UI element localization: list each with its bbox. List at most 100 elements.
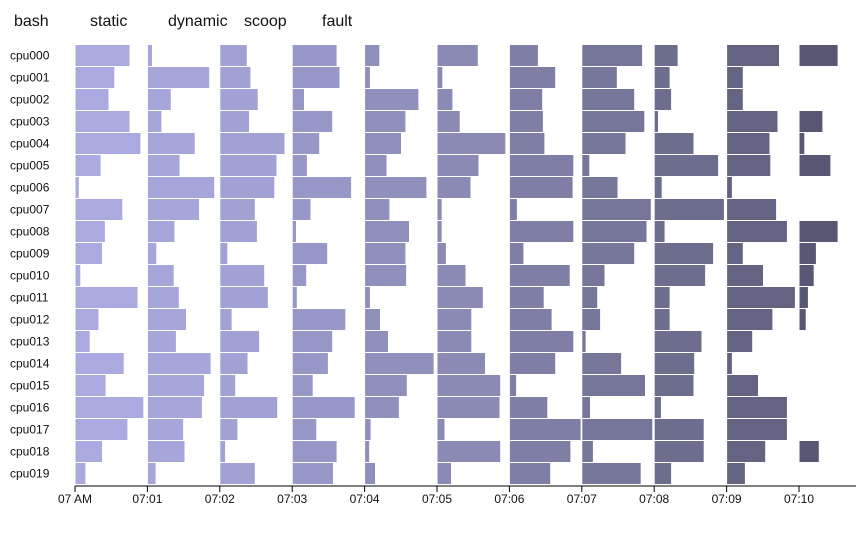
bar-cpu015-slot8 — [654, 375, 694, 396]
bar-cpu002-slot4 — [365, 89, 419, 110]
bar-cpu011-slot4 — [365, 287, 370, 308]
bar-cpu004-slot5 — [437, 133, 506, 154]
bar-cpu012-slot9 — [727, 309, 773, 330]
bar-cpu011-slot9 — [727, 287, 795, 308]
bar-cpu003-slot5 — [437, 111, 460, 132]
bar-cpu001-slot7 — [582, 67, 617, 88]
bar-cpu000-slot7 — [582, 45, 643, 66]
bar-cpu004-slot3 — [292, 133, 320, 154]
bar-cpu008-slot5 — [437, 221, 442, 242]
cpu-label-cpu015: cpu015 — [10, 379, 50, 393]
bar-cpu013-slot5 — [437, 331, 472, 352]
bar-cpu005-slot4 — [365, 155, 387, 176]
bar-cpu018-slot1 — [147, 441, 185, 462]
bar-cpu012-slot2 — [220, 309, 232, 330]
bar-cpu010-slot5 — [437, 265, 466, 286]
bar-cpu003-slot7 — [582, 111, 645, 132]
bar-cpu011-slot5 — [437, 287, 483, 308]
bar-cpu008-slot4 — [365, 221, 409, 242]
bar-cpu001-slot6 — [509, 67, 556, 88]
bar-cpu001-slot2 — [220, 67, 251, 88]
bar-cpu013-slot3 — [292, 331, 333, 352]
bar-cpu019-slot4 — [365, 463, 375, 484]
cpu-label-cpu017: cpu017 — [10, 423, 50, 437]
bar-cpu006-slot5 — [437, 177, 471, 198]
bar-cpu004-slot9 — [727, 133, 770, 154]
bar-cpu009-slot1 — [147, 243, 157, 264]
bar-cpu014-slot4 — [365, 353, 434, 374]
bar-cpu005-slot0 — [75, 155, 101, 176]
bar-cpu018-slot7 — [582, 441, 593, 462]
bar-cpu013-slot4 — [365, 331, 388, 352]
bar-cpu010-slot7 — [582, 265, 605, 286]
bar-cpu005-slot10 — [799, 155, 831, 176]
bar-cpu009-slot8 — [654, 243, 714, 264]
bar-cpu012-slot0 — [75, 309, 99, 330]
bar-cpu015-slot3 — [292, 375, 313, 396]
x-tick-label-3: 07:03 — [277, 492, 307, 506]
bar-cpu014-slot5 — [437, 353, 485, 374]
bar-cpu003-slot4 — [365, 111, 406, 132]
legend-dynamic: dynamic — [168, 13, 228, 30]
bar-cpu012-slot4 — [365, 309, 380, 330]
bar-cpu018-slot4 — [365, 441, 370, 462]
bar-cpu019-slot2 — [220, 463, 255, 484]
bar-cpu015-slot2 — [220, 375, 236, 396]
bar-cpu009-slot0 — [75, 243, 102, 264]
bar-cpu002-slot5 — [437, 89, 453, 110]
bar-cpu006-slot2 — [220, 177, 275, 198]
bar-cpu000-slot4 — [365, 45, 380, 66]
bar-cpu006-slot6 — [509, 177, 573, 198]
bar-cpu010-slot4 — [365, 265, 407, 286]
bar-cpu014-slot1 — [147, 353, 211, 374]
cpu-label-cpu011: cpu011 — [10, 291, 49, 305]
bar-cpu017-slot2 — [220, 419, 238, 440]
bar-cpu009-slot3 — [292, 243, 328, 264]
bar-cpu013-slot6 — [509, 331, 574, 352]
bar-cpu006-slot3 — [292, 177, 352, 198]
bar-cpu004-slot4 — [365, 133, 401, 154]
bar-cpu018-slot6 — [509, 441, 571, 462]
bar-cpu008-slot9 — [727, 221, 787, 242]
bar-cpu011-slot2 — [220, 287, 268, 308]
bar-cpu013-slot0 — [75, 331, 90, 352]
bar-cpu007-slot8 — [654, 199, 724, 220]
bar-cpu013-slot8 — [654, 331, 702, 352]
bar-cpu008-slot1 — [147, 221, 175, 242]
bar-cpu014-slot2 — [220, 353, 248, 374]
bar-cpu005-slot1 — [147, 155, 180, 176]
x-tick-label-9: 07:09 — [712, 492, 742, 506]
bar-cpu009-slot6 — [509, 243, 524, 264]
bar-cpu005-slot3 — [292, 155, 307, 176]
bar-cpu016-slot8 — [654, 397, 661, 418]
bar-cpu002-slot6 — [509, 89, 543, 110]
legend: bash static dynamic scoop fault — [14, 13, 353, 30]
bar-cpu003-slot9 — [727, 111, 778, 132]
bar-cpu010-slot0 — [75, 265, 81, 286]
bar-cpu009-slot7 — [582, 243, 635, 264]
bar-cpu017-slot8 — [654, 419, 704, 440]
bar-cpu000-slot2 — [220, 45, 247, 66]
bar-cpu008-slot2 — [220, 221, 257, 242]
bar-cpu004-slot0 — [75, 133, 141, 154]
cpu-label-cpu004: cpu004 — [10, 137, 50, 151]
bar-cpu003-slot8 — [654, 111, 658, 132]
bar-cpu014-slot0 — [75, 353, 124, 374]
bar-cpu000-slot6 — [509, 45, 538, 66]
cpu-label-cpu006: cpu006 — [10, 181, 50, 195]
bar-cpu011-slot7 — [582, 287, 598, 308]
bar-cpu017-slot7 — [582, 419, 653, 440]
bar-cpu012-slot5 — [437, 309, 472, 330]
bar-cpu016-slot1 — [147, 397, 202, 418]
bar-cpu003-slot1 — [147, 111, 162, 132]
x-tick-label-6: 07:06 — [494, 492, 524, 506]
cpu-label-cpu003: cpu003 — [10, 115, 50, 129]
bar-cpu010-slot1 — [147, 265, 174, 286]
bar-cpu008-slot6 — [509, 221, 574, 242]
bar-cpu003-slot2 — [220, 111, 249, 132]
bar-cpu007-slot6 — [509, 199, 517, 220]
cpu-label-cpu019: cpu019 — [10, 467, 50, 481]
bar-cpu006-slot1 — [147, 177, 215, 198]
bar-cpu005-slot8 — [654, 155, 719, 176]
x-tick-label-5: 07:05 — [422, 492, 452, 506]
